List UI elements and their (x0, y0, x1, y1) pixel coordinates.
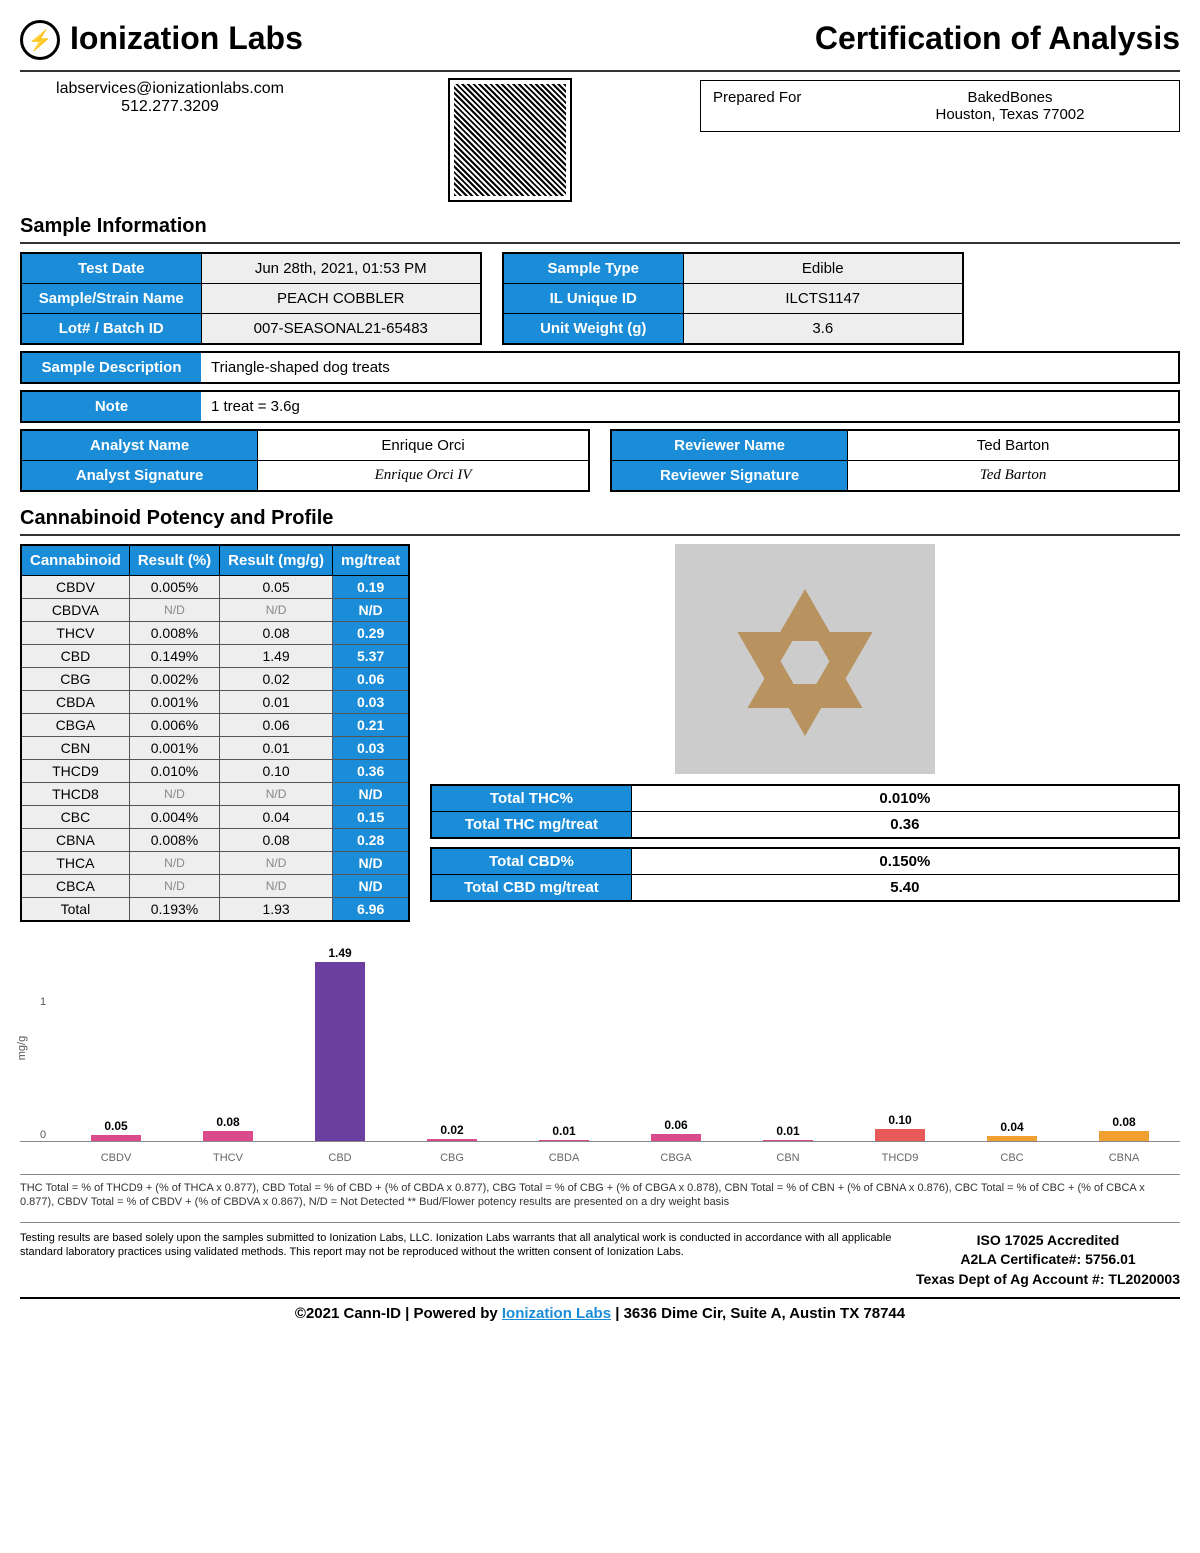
prepared-addr: Houston, Texas 77002 (853, 106, 1167, 123)
y-axis-label: mg/g (16, 1035, 28, 1059)
sample-image (675, 544, 935, 774)
cert-title: Certification of Analysis (815, 20, 1180, 57)
potency-chart: mg/g 010.050.081.490.020.010.060.010.100… (20, 942, 1180, 1142)
bar-CBD: 1.49 (284, 942, 396, 1141)
prepared-label: Prepared For (713, 89, 853, 123)
phone: 512.277.3209 (20, 98, 320, 116)
totals-cbd: Total CBD%0.150%Total CBD mg/treat5.40 (430, 847, 1180, 902)
bar-CBC: 0.04 (956, 942, 1068, 1141)
sample-description: Sample DescriptionTriangle-shaped dog tr… (20, 351, 1180, 384)
bar-CBNA: 0.08 (1068, 942, 1180, 1141)
prepared-name: BakedBones (853, 89, 1167, 106)
bar-CBN: 0.01 (732, 942, 844, 1141)
bar-CBGA: 0.06 (620, 942, 732, 1141)
totals-thc: Total THC%0.010%Total THC mg/treat0.36 (430, 784, 1180, 839)
bar-CBDA: 0.01 (508, 942, 620, 1141)
footer-line: ©2021 Cann-ID | Powered by Ionization La… (20, 1297, 1180, 1322)
bar-CBDV: 0.05 (60, 942, 172, 1141)
x-axis-labels: CBDVTHCVCBDCBGCBDACBGACBNTHCD9CBCCBNA (20, 1152, 1180, 1164)
section-sample-info: Sample Information (20, 215, 1180, 238)
company-name: Ionization Labs (70, 20, 303, 57)
footnote: THC Total = % of THCD9 + (% of THCA x 0.… (20, 1174, 1180, 1216)
email: labservices@ionizationlabs.com (20, 80, 320, 98)
contact-info: labservices@ionizationlabs.com 512.277.3… (20, 80, 320, 116)
qr-code-icon (450, 80, 570, 200)
footer-link[interactable]: Ionization Labs (502, 1305, 611, 1322)
sample-info-right: Sample TypeEdibleIL Unique IDILCTS1147Un… (502, 252, 964, 345)
analyst-table: Analyst NameEnrique Orci Analyst Signatu… (20, 429, 590, 492)
sample-note: Note1 treat = 3.6g (20, 390, 1180, 423)
page-header: ⚡ Ionization Labs Certification of Analy… (20, 20, 1180, 60)
potency-table: CannabinoidResult (%)Result (mg/g)mg/tre… (20, 544, 410, 922)
section-potency: Cannabinoid Potency and Profile (20, 507, 1180, 530)
accreditation: ISO 17025 Accredited A2LA Certificate#: … (916, 1231, 1180, 1290)
prepared-for-box: Prepared For BakedBones Houston, Texas 7… (700, 80, 1180, 132)
bar-THCV: 0.08 (172, 942, 284, 1141)
analyst-signature: Enrique Orci IV (258, 461, 589, 492)
disclaimer: Testing results are based solely upon th… (20, 1231, 896, 1290)
reviewer-signature: Ted Barton (848, 461, 1179, 492)
bar-CBG: 0.02 (396, 942, 508, 1141)
reviewer-table: Reviewer NameTed Barton Reviewer Signatu… (610, 429, 1180, 492)
bar-THCD9: 0.10 (844, 942, 956, 1141)
logo-icon: ⚡ (20, 20, 60, 60)
sample-info-left: Test DateJun 28th, 2021, 01:53 PMSample/… (20, 252, 482, 345)
